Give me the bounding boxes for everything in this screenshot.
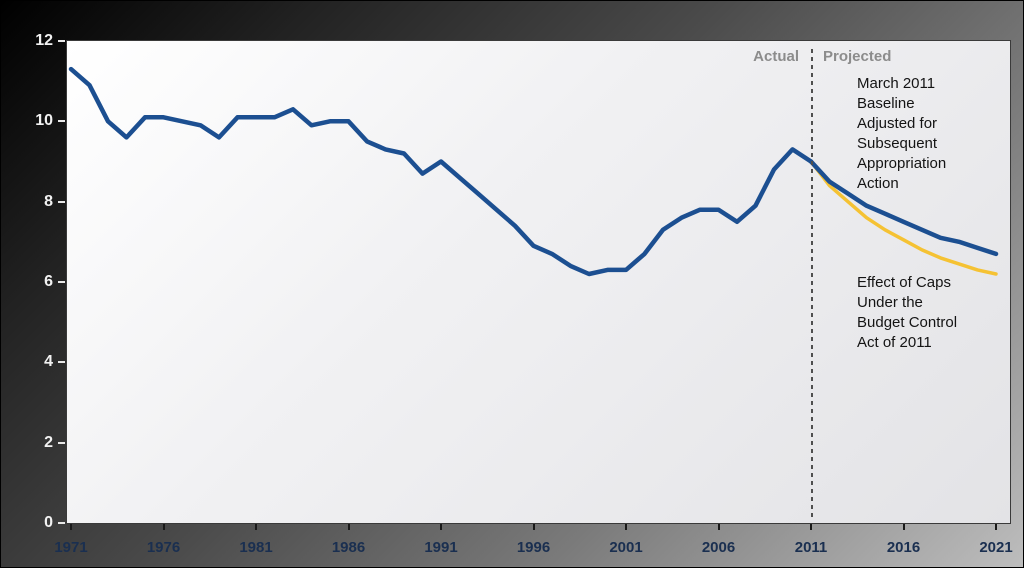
x-tick-mark <box>162 524 165 530</box>
series-line-0 <box>68 66 814 277</box>
x-axis-tick-label: 1981 <box>239 539 273 556</box>
y-tick-mark <box>58 40 65 42</box>
x-tick-mark <box>255 524 257 530</box>
y-tick-mark <box>58 200 65 203</box>
y-tick-mark <box>58 361 65 364</box>
x-tick-mark <box>995 524 997 530</box>
x-tick-mark <box>902 524 905 530</box>
x-tick-mark <box>625 524 627 530</box>
x-axis-tick-label: 1986 <box>331 539 366 556</box>
projected-label: Projected <box>823 48 892 65</box>
y-axis-tick-label: 8 <box>44 192 53 210</box>
y-axis-tick-label: 0 <box>44 514 53 531</box>
y-axis-tick-label: 6 <box>44 273 53 290</box>
x-tick-mark <box>70 524 72 530</box>
x-tick-mark <box>810 524 812 530</box>
baseline-annotation: March 2011 Baseline Adjusted for Subsequ… <box>857 75 947 192</box>
plot-area <box>66 40 1011 524</box>
y-axis-tick-label: 2 <box>44 433 53 451</box>
actual-label: Actual <box>753 48 799 65</box>
x-axis-tick-label: 2016 <box>886 539 921 556</box>
x-axis-tick-label: 1991 <box>424 539 458 556</box>
series-line-1 <box>808 159 999 257</box>
y-axis-tick-label: 10 <box>35 112 53 130</box>
caps-annotation: Effect of Caps Under the Budget Control … <box>857 274 958 351</box>
x-tick-mark <box>347 524 350 530</box>
x-axis-tick-label: 1996 <box>516 539 551 556</box>
x-axis-tick-label: 1976 <box>146 539 181 556</box>
y-tick-mark <box>58 120 65 123</box>
x-axis-tick-label: 1971 <box>54 539 88 556</box>
y-axis-tick-label: 12 <box>35 32 53 49</box>
x-axis-tick-label: 2006 <box>701 539 736 556</box>
y-tick-mark <box>58 281 65 283</box>
y-axis-tick-label: 4 <box>44 353 53 371</box>
x-axis-tick-label: 2001 <box>609 539 643 556</box>
x-axis-tick-label: 2011 <box>794 539 828 556</box>
series-line-2 <box>809 159 998 276</box>
x-tick-mark <box>532 524 535 530</box>
data-series-svg <box>68 66 999 277</box>
actual-projected-divider <box>811 49 813 520</box>
x-axis-tick-label: 2021 <box>979 539 1013 556</box>
y-tick-mark <box>58 441 65 444</box>
x-tick-mark <box>440 524 442 530</box>
x-tick-mark <box>717 524 720 530</box>
y-tick-mark <box>58 522 65 524</box>
